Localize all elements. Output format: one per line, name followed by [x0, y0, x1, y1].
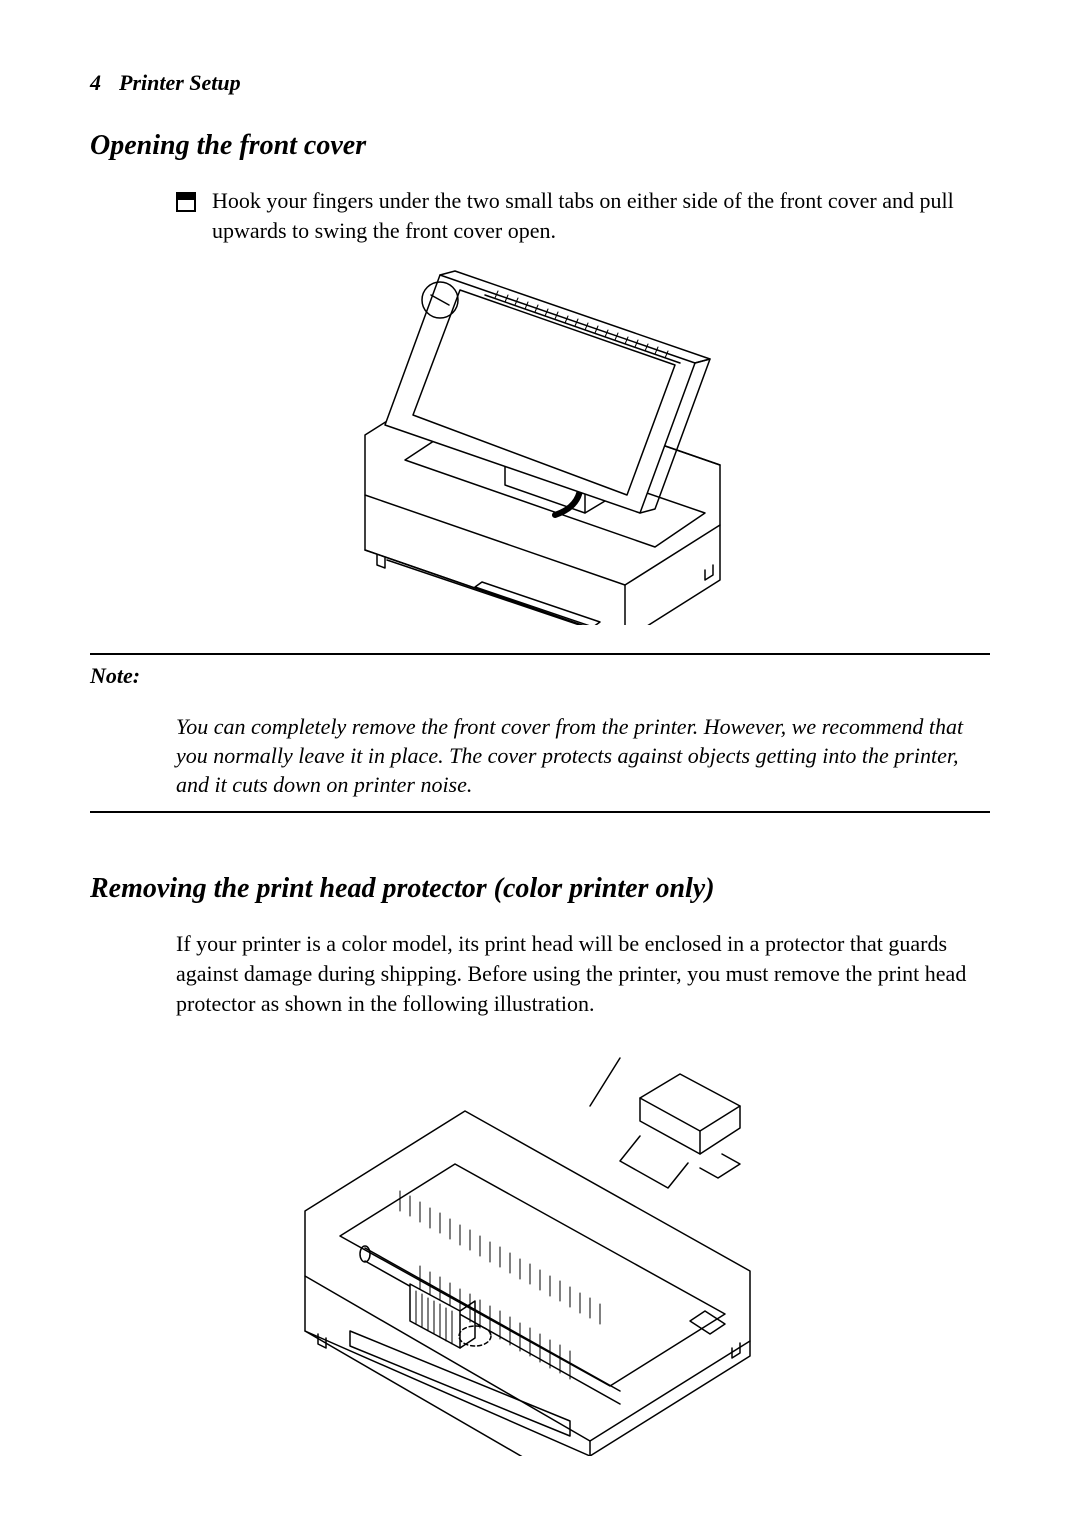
bullet-item: Hook your fingers under the two small ta… — [176, 186, 990, 245]
section-heading-print-head-protector: Removing the print head protector (color… — [90, 873, 990, 905]
illustration-print-head-protector — [90, 1036, 990, 1456]
note-body: You can completely remove the front cove… — [176, 713, 990, 799]
section2-paragraph: If your printer is a color model, its pr… — [176, 929, 990, 1018]
illustration-open-cover — [90, 265, 990, 625]
checkbox-bullet-icon — [176, 190, 196, 220]
bullet-text: Hook your fingers under the two small ta… — [212, 186, 990, 245]
note-label: Note: — [90, 663, 990, 689]
chapter-title: Printer Setup — [119, 70, 241, 96]
printer-head-protector-diagram — [270, 1036, 810, 1456]
page-number: 4 — [90, 70, 101, 96]
section1-body: Hook your fingers under the two small ta… — [176, 186, 990, 245]
page-header: 4 Printer Setup — [90, 70, 990, 96]
printer-open-cover-diagram — [325, 265, 755, 625]
note-block: Note: You can completely remove the fron… — [90, 653, 990, 813]
section-heading-open-cover: Opening the front cover — [90, 130, 990, 162]
